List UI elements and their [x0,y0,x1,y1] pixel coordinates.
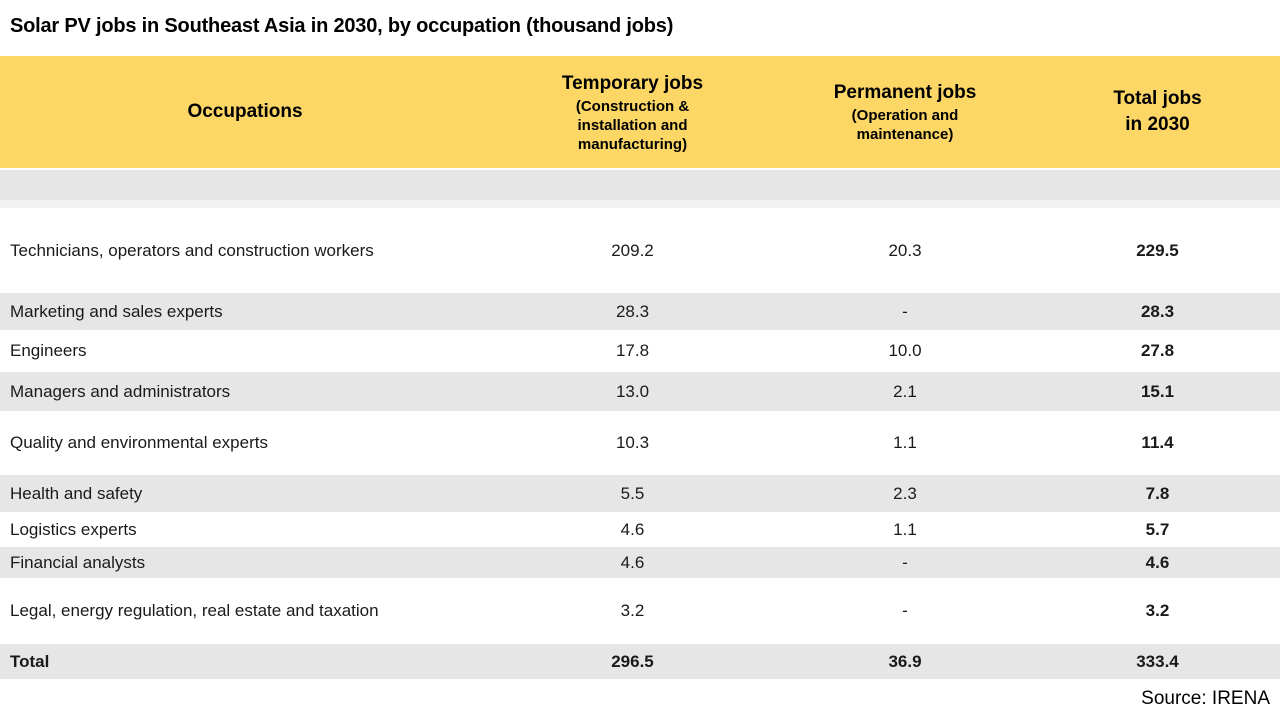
header-temporary-sub-line: installation and [577,116,688,134]
total-cell: 3.2 [1145,601,1170,620]
occupation-cell: Quality and environmental experts [10,433,268,452]
total-cell: 27.8 [1140,341,1175,360]
occupation-cell: Financial analysts [10,552,146,572]
permanent-cell: 1.1 [893,433,917,452]
permanent-cell: - [902,301,908,321]
table-total-row: Total 296.5 36.9 333.4 [0,644,1280,679]
occupation-cell: Engineers [10,341,87,360]
header-permanent-sub-line: maintenance) [856,126,954,143]
table-row: Technicians, operators and construction … [0,208,1280,293]
header-temporary-label: Temporary jobs [561,72,704,94]
table-row: Financial analysts 4.6 - 4.6 [0,547,1280,578]
occupation-cell: Legal, energy regulation, real estate an… [10,601,379,620]
temporary-cell: 4.6 [620,519,645,539]
temporary-cell: 4.6 [620,552,645,572]
header-temporary-sub-line: manufacturing) [577,135,688,153]
occupation-cell: Managers and administrators [10,381,231,401]
temporary-cell: 209.2 [611,240,654,260]
table-row: Health and safety 5.5 2.3 7.8 [0,475,1280,512]
permanent-cell: 36.9 [888,651,922,671]
table-row: Logistics experts 4.6 1.1 5.7 [0,512,1280,547]
table-row: Engineers 17.8 10.0 27.8 [0,330,1280,372]
table-header-row: Occupations Temporary jobs (Construction… [0,56,1280,168]
permanent-cell: - [902,552,908,572]
header-cell-total: Total jobs in 2030 [1035,56,1280,168]
permanent-cell: 20.3 [888,240,922,260]
source-attribution: Source: IRENA [1141,688,1270,709]
header-total-line: in 2030 [1125,114,1190,135]
total-cell: 11.4 [1141,433,1174,452]
page-title: Solar PV jobs in Southeast Asia in 2030,… [10,15,674,37]
temporary-cell: 296.5 [611,651,654,671]
header-permanent-label: Permanent jobs [833,82,977,103]
table-row: Legal, energy regulation, real estate an… [0,578,1280,644]
header-cell-occupations: Occupations [0,56,490,168]
occupation-cell: Logistics experts [10,519,137,539]
temporary-cell: 13.0 [615,381,650,401]
permanent-cell: - [902,601,908,620]
total-cell: 7.8 [1145,483,1170,503]
header-total-line: Total jobs [1113,88,1202,109]
temporary-cell: 28.3 [615,301,650,321]
header-temporary-sub-line: (Construction & [575,97,690,115]
total-cell: 4.6 [1145,552,1170,572]
empty-row-light [0,200,1280,208]
temporary-cell: 17.8 [615,341,650,360]
header-permanent-sub-line: (Operation and [851,107,959,124]
total-cell: 333.4 [1136,651,1179,671]
table-row: Quality and environmental experts 10.3 1… [0,411,1280,475]
total-cell: 229.5 [1136,240,1179,260]
occupation-cell: Technicians, operators and construction … [10,240,374,260]
temporary-cell: 5.5 [620,483,645,503]
permanent-cell: 2.1 [893,381,917,401]
total-cell: 15.1 [1140,381,1175,401]
header-cell-permanent: Permanent jobs (Operation and maintenanc… [775,56,1035,168]
table-row: Managers and administrators 13.0 2.1 15.… [0,372,1280,411]
permanent-cell: 2.3 [893,483,917,503]
header-cell-temporary: Temporary jobs (Construction & installat… [490,56,775,168]
header-occupations-label: Occupations [187,101,303,122]
total-cell: 28.3 [1140,301,1175,321]
permanent-cell: 10.0 [888,341,922,360]
total-cell: 5.7 [1145,519,1170,539]
occupation-cell: Marketing and sales experts [10,301,223,321]
temporary-cell: 10.3 [615,433,650,452]
temporary-cell: 3.2 [620,601,645,620]
table-row: Marketing and sales experts 28.3 - 28.3 [0,293,1280,330]
occupation-cell: Total [10,651,50,671]
occupation-cell: Health and safety [10,483,143,503]
empty-row-gray [0,170,1280,200]
permanent-cell: 1.1 [893,519,917,539]
